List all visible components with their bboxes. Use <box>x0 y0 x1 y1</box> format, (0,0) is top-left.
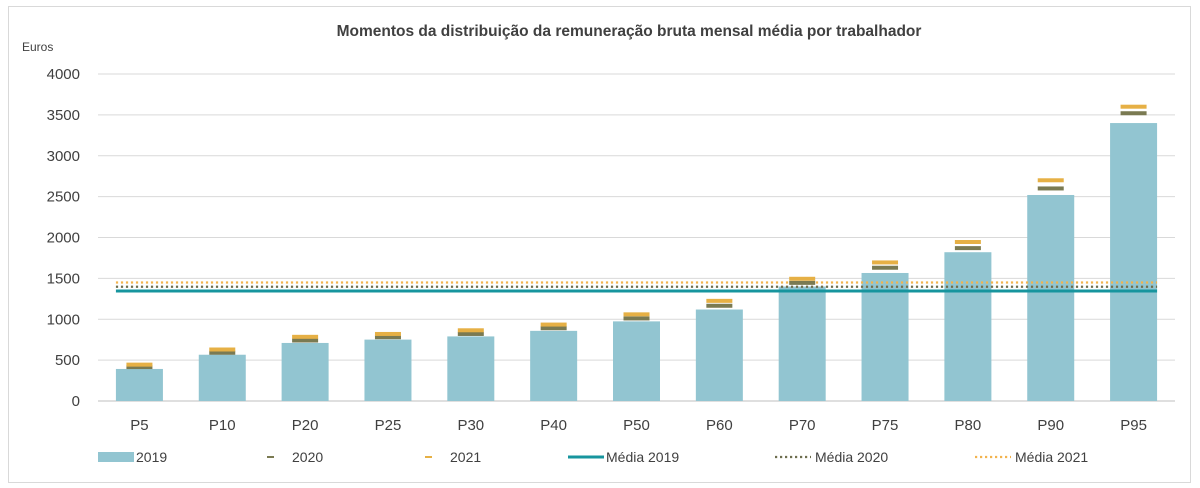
bar-2019-P30 <box>447 336 495 401</box>
legend-label: Média 2019 <box>606 449 679 465</box>
marker-2020-P75 <box>872 265 899 270</box>
marker-2021-P20 <box>292 334 319 339</box>
gridlines <box>98 73 1175 402</box>
marker-2021-P50 <box>623 312 650 317</box>
y-tick-label: 4000 <box>47 66 80 83</box>
y-tick-label: 1000 <box>47 311 80 328</box>
y-tick-label: 3500 <box>47 107 80 124</box>
x-tick-label: P70 <box>789 417 816 434</box>
y-axis-unit-label: Euros <box>22 40 53 54</box>
marker-2021-P60 <box>706 298 733 303</box>
bar-2019-P70 <box>778 286 826 401</box>
marker-2020-P90 <box>1037 186 1064 191</box>
y-tick-label: 1500 <box>47 270 80 287</box>
legend-label: 2019 <box>136 449 167 465</box>
bars-2019 <box>115 123 1158 402</box>
legend-item-média-2020: Média 2020 <box>775 449 888 465</box>
x-tick-label: P20 <box>292 417 319 434</box>
legend: 2019 2020 2021 Média 2019 Média 2020 Média 20… <box>98 449 1088 465</box>
x-tick-label: P75 <box>872 417 899 434</box>
x-tick-label: P50 <box>623 417 650 434</box>
marker-2020-P30 <box>457 331 484 336</box>
y-tick-label: 0 <box>72 393 80 410</box>
legend-item-2020: 2020 <box>267 449 323 465</box>
bar-2019-P40 <box>530 330 578 401</box>
legend-item-média-2019: Média 2019 <box>568 449 679 465</box>
marker-2020-P95 <box>1120 111 1147 116</box>
mean-lines <box>115 281 1158 293</box>
marker-2021-P70 <box>789 276 816 281</box>
bar-2019-P20 <box>281 342 329 401</box>
bar-2019-P5 <box>115 368 163 401</box>
legend-swatch <box>98 452 134 462</box>
marker-2020-P25 <box>374 335 401 340</box>
x-tick-label: P80 <box>955 417 982 434</box>
bar-2019-P50 <box>613 321 660 401</box>
marker-2020-P70 <box>789 280 816 285</box>
marker-2021-P5 <box>126 362 153 367</box>
marker-2021-P90 <box>1037 178 1064 183</box>
x-tick-label: P60 <box>706 417 733 434</box>
marker-2021-P95 <box>1120 104 1147 109</box>
legend-item-2019: 2019 <box>98 449 167 465</box>
marker-2020-P80 <box>954 246 981 251</box>
x-tick-label: P95 <box>1120 417 1147 434</box>
marker-2020-P20 <box>292 338 319 343</box>
legend-label: Média 2021 <box>1015 449 1088 465</box>
legend-label: 2020 <box>292 449 323 465</box>
bar-2019-P10 <box>198 354 246 401</box>
legend-item-2021: 2021 <box>425 449 481 465</box>
legend-label: 2021 <box>450 449 481 465</box>
x-tick-label: P40 <box>540 417 567 434</box>
legend-item-média-2021: Média 2021 <box>975 449 1088 465</box>
y-axis-ticks: 0 500 1000 1500 2000 2500 3000 3500 4000 <box>47 66 80 410</box>
legend-label: Média 2020 <box>815 449 888 465</box>
marker-2020-P40 <box>540 326 567 331</box>
bar-2019-P75 <box>861 272 909 401</box>
y-tick-label: 2000 <box>47 230 80 247</box>
chart-frame <box>8 6 1191 483</box>
x-tick-label: P25 <box>375 417 402 434</box>
x-tick-label: P10 <box>209 417 236 434</box>
bar-2019-P25 <box>364 339 412 401</box>
x-tick-label: P5 <box>130 417 148 434</box>
bar-2019-P80 <box>944 252 992 401</box>
chart-title: Momentos da distribuição da remuneração … <box>337 23 922 40</box>
marker-2020-P60 <box>706 303 733 308</box>
marker-2021-P25 <box>374 331 401 336</box>
x-axis-ticks: P5 P10 P20 P25 P30 P40 P50 P60 P70 P75 P80 P90 P95 <box>130 417 1147 434</box>
x-tick-label: P90 <box>1037 417 1064 434</box>
marker-2020-P5 <box>126 365 153 370</box>
marker-2021-P80 <box>954 239 981 244</box>
marker-2020-P50 <box>623 316 650 321</box>
year-markers <box>126 104 1147 370</box>
y-tick-label: 500 <box>55 352 80 369</box>
marker-2021-P10 <box>209 347 236 352</box>
bar-2019-P90 <box>1027 194 1075 401</box>
x-tick-label: P30 <box>457 417 484 434</box>
marker-2021-P40 <box>540 322 567 327</box>
bar-2019-P95 <box>1110 123 1158 402</box>
marker-2021-P30 <box>457 328 484 333</box>
y-tick-label: 2500 <box>47 189 80 206</box>
marker-2020-P10 <box>209 350 236 355</box>
marker-2021-P75 <box>872 260 899 265</box>
bar-2019-P60 <box>695 309 743 401</box>
y-tick-label: 3000 <box>47 148 80 165</box>
